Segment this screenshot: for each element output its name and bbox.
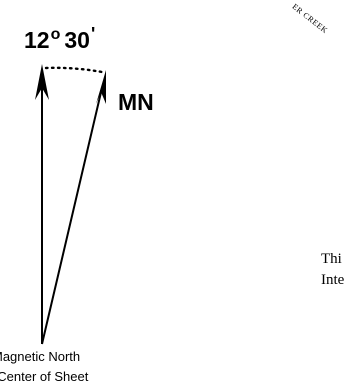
angle-degrees: 12 — [24, 27, 50, 53]
magnetic-north-line — [41, 87, 103, 345]
notes-text: Thi Inte — [321, 249, 344, 291]
notes-line-2: Inte — [321, 272, 345, 288]
declination-arc — [44, 66, 104, 74]
caption-line-2: n at Center of Sheet — [0, 369, 89, 384]
notes-line-1: Thi — [321, 251, 342, 267]
magnetic-north-caption: Magnetic North n at Center of Sheet — [0, 347, 175, 387]
magnetic-north-label: MN — [118, 89, 154, 115]
magnetic-north-arrowhead — [96, 70, 106, 104]
degree-symbol: o — [50, 26, 61, 43]
minute-symbol: ' — [90, 24, 96, 44]
true-north-arrowhead — [35, 64, 49, 100]
caption-line-1: Magnetic North — [0, 349, 81, 364]
angle-minutes: 30 — [64, 27, 90, 53]
declination-angle-label: 12o 30' — [24, 24, 96, 58]
